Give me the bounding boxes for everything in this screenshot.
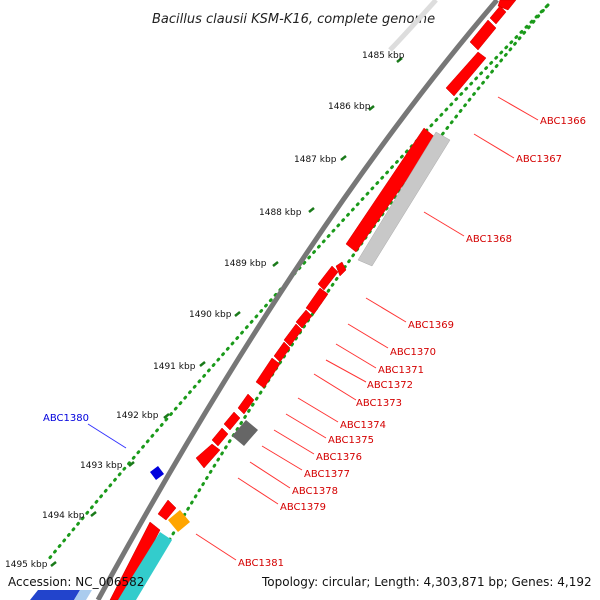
map-title: Bacillus clausii KSM-K16, complete genom… — [152, 12, 435, 27]
gene-label[interactable]: ABC1375 — [328, 435, 374, 446]
gene-arrow[interactable] — [469, 19, 497, 51]
gene-label[interactable]: ABC1373 — [356, 398, 402, 409]
backbone-ring — [95, 0, 499, 600]
gene-label[interactable]: ABC1366 — [540, 116, 586, 127]
genome-summary-text: Topology: circular; Length: 4,303,871 bp… — [261, 575, 592, 589]
gene-arrow[interactable] — [273, 341, 291, 363]
gene-arrow-bottom-lightblue — [74, 590, 92, 600]
tick-label: 1490 kbp — [189, 310, 232, 320]
gene-arrow[interactable] — [445, 51, 487, 97]
gene-label[interactable]: ABC1372 — [367, 380, 413, 391]
tick-label: 1494 kbp — [42, 511, 85, 521]
gene-arrow-reverse[interactable] — [357, 131, 451, 267]
gene-arrow[interactable] — [295, 309, 313, 329]
backbone-ring-light — [388, 0, 438, 52]
gene-label[interactable]: ABC1381 — [238, 558, 284, 569]
gene-arrow-orange[interactable] — [168, 510, 190, 532]
gene-arrow[interactable] — [211, 427, 229, 447]
gene-arrow-cyan[interactable] — [118, 532, 172, 600]
gene-arrow-blue[interactable] — [150, 466, 164, 480]
tick-labels: 1485 kbp 1486 kbp 1487 kbp 1488 kbp 1489… — [5, 51, 405, 570]
gene-arrow-bottom-blue — [30, 590, 80, 600]
tick-label: 1491 kbp — [153, 362, 196, 372]
tick-label: 1486 kbp — [328, 102, 371, 112]
gene-labels: ABC1366 ABC1367 ABC1368 ABC1369 ABC1370 … — [238, 116, 586, 569]
label-leaders — [195, 96, 539, 561]
gene-label[interactable]: ABC1379 — [280, 502, 326, 513]
gene-label[interactable]: ABC1367 — [516, 154, 562, 165]
forward-genes — [109, 0, 517, 600]
gene-label[interactable]: ABC1370 — [390, 347, 436, 358]
accession-text: Accession: NC_006582 — [8, 575, 144, 589]
gene-arrow[interactable] — [237, 393, 255, 415]
tick-label: 1493 kbp — [80, 461, 123, 471]
gene-label-blue[interactable]: ABC1380 — [43, 413, 89, 424]
gene-label[interactable]: ABC1377 — [304, 469, 350, 480]
gene-arrow[interactable] — [305, 287, 329, 315]
gene-arrow[interactable] — [283, 323, 303, 347]
gene-arrow-dark[interactable] — [232, 420, 258, 446]
tick-label: 1492 kbp — [116, 411, 159, 421]
gene-arrow[interactable] — [335, 261, 347, 277]
gene-arrow[interactable] — [195, 443, 221, 469]
gene-label[interactable]: ABC1376 — [316, 452, 362, 463]
major-ticks — [50, 57, 403, 567]
tick-label: 1488 kbp — [259, 208, 302, 218]
gene-arrow[interactable] — [223, 411, 241, 431]
gene-arrow[interactable] — [157, 499, 177, 521]
gene-arrow[interactable] — [497, 0, 517, 11]
gene-label[interactable]: ABC1374 — [340, 420, 386, 431]
tick-label: 1487 kbp — [294, 155, 337, 165]
gene-arrow[interactable] — [255, 357, 281, 389]
tick-ring-inner — [138, 3, 550, 592]
tick-ring-outer — [46, 4, 549, 562]
gene-arrow[interactable] — [109, 521, 161, 600]
tick-label: 1495 kbp — [5, 560, 48, 570]
tick-label: 1485 kbp — [362, 51, 405, 61]
gene-arrow[interactable] — [317, 265, 339, 291]
gene-arrow[interactable] — [489, 5, 507, 25]
gene-label[interactable]: ABC1368 — [466, 234, 512, 245]
tick-label: 1489 kbp — [224, 259, 267, 269]
label-leader-blue — [87, 423, 127, 449]
gene-label[interactable]: ABC1371 — [378, 365, 424, 376]
gene-label[interactable]: ABC1369 — [408, 320, 454, 331]
gene-label[interactable]: ABC1378 — [292, 486, 338, 497]
